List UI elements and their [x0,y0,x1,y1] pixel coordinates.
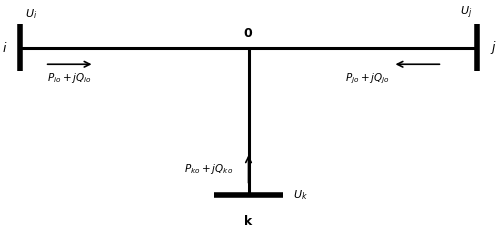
Text: $\mathbf{k}$: $\mathbf{k}$ [243,214,254,228]
Text: $U_j$: $U_j$ [460,5,472,21]
Text: $i$: $i$ [2,41,7,55]
Text: $P_{jo}+jQ_{jo}$: $P_{jo}+jQ_{jo}$ [345,71,390,86]
Text: $P_{io}+jQ_{io}$: $P_{io}+jQ_{io}$ [47,71,92,85]
Text: $j$: $j$ [490,39,497,56]
Text: $U_i$: $U_i$ [25,8,37,21]
Text: $\mathbf{0}$: $\mathbf{0}$ [244,27,253,40]
Text: $U_k$: $U_k$ [293,188,308,202]
Text: $P_{ko}+jQ_{ko}$: $P_{ko}+jQ_{ko}$ [184,162,234,176]
